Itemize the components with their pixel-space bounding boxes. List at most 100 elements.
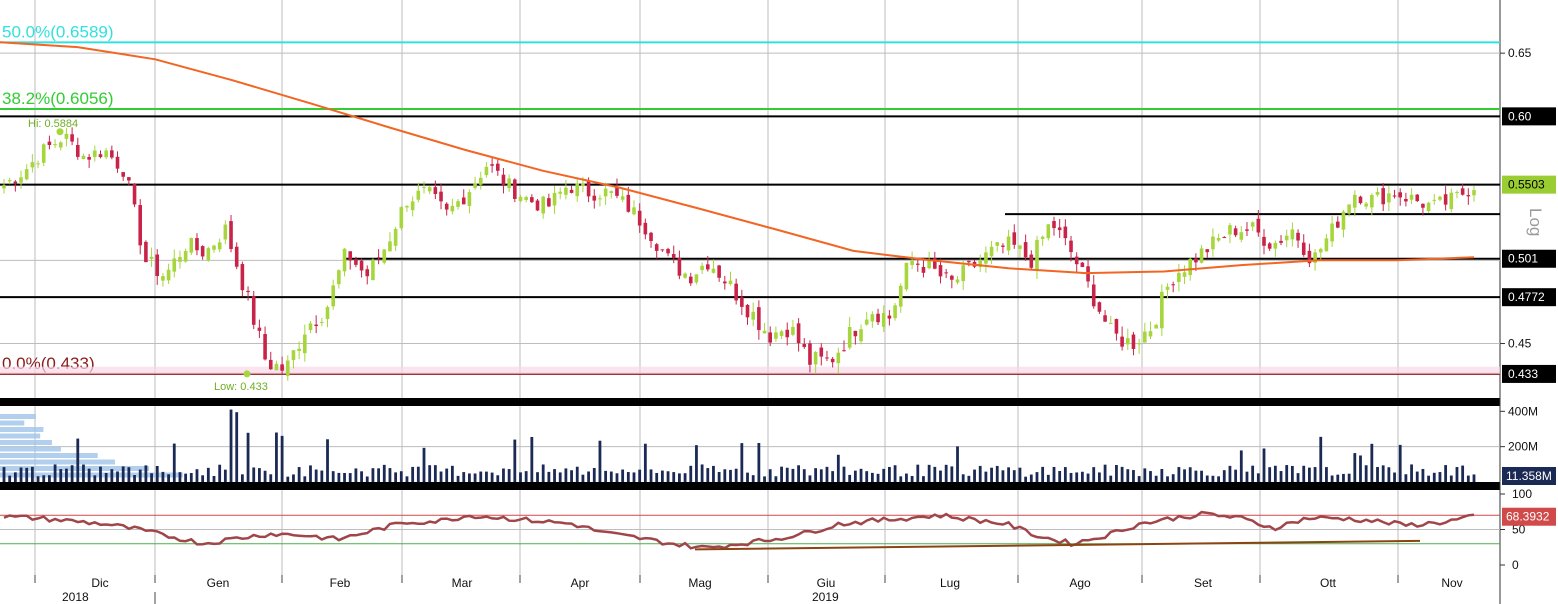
candle-body	[1199, 248, 1204, 263]
candle-body	[870, 314, 875, 322]
candle-body	[461, 197, 466, 205]
candle-body	[688, 276, 693, 284]
volume-bar	[1438, 472, 1442, 482]
candle-body	[564, 187, 568, 195]
volume-bar	[1194, 470, 1198, 482]
candle-body	[382, 249, 387, 263]
volume-bar	[150, 473, 153, 482]
candle-body	[234, 246, 239, 267]
volume-bar	[1455, 467, 1459, 482]
volume-bar	[541, 464, 545, 482]
volume-bar	[1018, 467, 1022, 482]
candle-body	[1018, 245, 1022, 249]
candle-body	[637, 210, 642, 226]
candle-body	[1103, 315, 1107, 322]
candle-body	[132, 183, 137, 205]
candle-body	[354, 259, 358, 265]
volume-bar	[865, 471, 869, 482]
volume-bar	[876, 473, 880, 482]
volume-bar	[218, 464, 222, 482]
candle-body	[1301, 242, 1306, 255]
price-panel	[0, 0, 1500, 398]
candle-body	[1353, 194, 1357, 208]
volume-bar	[1160, 469, 1164, 482]
candle-body	[149, 256, 154, 259]
volume-bar	[309, 465, 312, 482]
candle-body	[915, 263, 920, 265]
volume-bar	[1353, 453, 1357, 482]
volume-bar	[1103, 464, 1107, 482]
candle-body	[717, 265, 721, 278]
volume-bar	[229, 409, 233, 482]
candle-body	[1029, 254, 1034, 268]
volume-bar	[1149, 471, 1152, 482]
candle-body	[1296, 232, 1300, 241]
candle-body	[1125, 338, 1130, 345]
candle-body	[314, 324, 318, 326]
candle-body	[110, 150, 114, 158]
volume-bar	[1063, 467, 1067, 482]
volume-bar	[1347, 473, 1351, 482]
candle-body	[47, 141, 52, 146]
volume-bar	[399, 471, 403, 482]
volume-bar	[695, 445, 698, 482]
candle-body	[740, 297, 744, 307]
volume-bar	[382, 464, 386, 482]
candle-body	[1171, 284, 1175, 286]
candle-body	[155, 254, 160, 277]
volume-profile-bar	[0, 427, 44, 432]
volume-bar	[729, 469, 732, 482]
candle-body	[450, 205, 455, 212]
candle-body	[467, 192, 472, 206]
candle-body	[552, 192, 557, 206]
volume-bar	[1211, 475, 1215, 482]
candle-body	[1307, 250, 1312, 264]
volume-bar	[990, 467, 993, 482]
candle-body	[206, 248, 211, 261]
fib-label: 50.0%(0.6589)	[2, 22, 114, 41]
candle-body	[1131, 334, 1136, 349]
volume-bar	[280, 435, 284, 482]
volume-bar	[450, 465, 454, 482]
volume-bar	[1245, 471, 1249, 482]
volume-bar	[587, 471, 590, 482]
volume-bar	[899, 476, 903, 482]
volume-bar	[825, 466, 829, 482]
volume-profile-bar	[0, 453, 98, 458]
volume-bar	[712, 465, 715, 482]
volume-bar	[292, 474, 295, 482]
candle-body	[1120, 336, 1124, 347]
candle-body	[291, 350, 296, 360]
volume-bar	[99, 466, 102, 482]
volume-bar	[416, 466, 420, 482]
volume-bar	[638, 469, 642, 482]
candle-body	[609, 191, 614, 193]
candle-body	[853, 330, 858, 337]
candle-body	[30, 162, 35, 168]
candle-body	[325, 307, 330, 320]
volume-bar	[1228, 465, 1232, 482]
candle-body	[847, 326, 852, 348]
volume-tick-label: 400M	[1508, 404, 1538, 418]
volume-bar	[422, 447, 426, 482]
candle-body	[1182, 272, 1187, 277]
volume-bar	[286, 476, 290, 482]
volume-bar	[956, 446, 959, 482]
candle-body	[1449, 192, 1454, 210]
volume-profile-bar	[0, 446, 61, 452]
candle-body	[1063, 226, 1068, 239]
volume-bar	[1092, 467, 1096, 482]
candle-body	[745, 304, 750, 318]
rsi-trendline	[694, 539, 1421, 551]
candle-body	[359, 260, 364, 271]
volume-bar	[354, 468, 358, 482]
month-label: Set	[1194, 576, 1213, 590]
volume-bar	[655, 472, 659, 482]
volume-bar	[1251, 465, 1255, 482]
volume-bar	[763, 476, 766, 482]
volume-bar	[303, 476, 307, 482]
price-tag-label: 0.5503	[1508, 178, 1545, 192]
candle-body	[501, 174, 506, 185]
volume-bar	[723, 469, 727, 482]
candle-body	[1233, 228, 1238, 236]
